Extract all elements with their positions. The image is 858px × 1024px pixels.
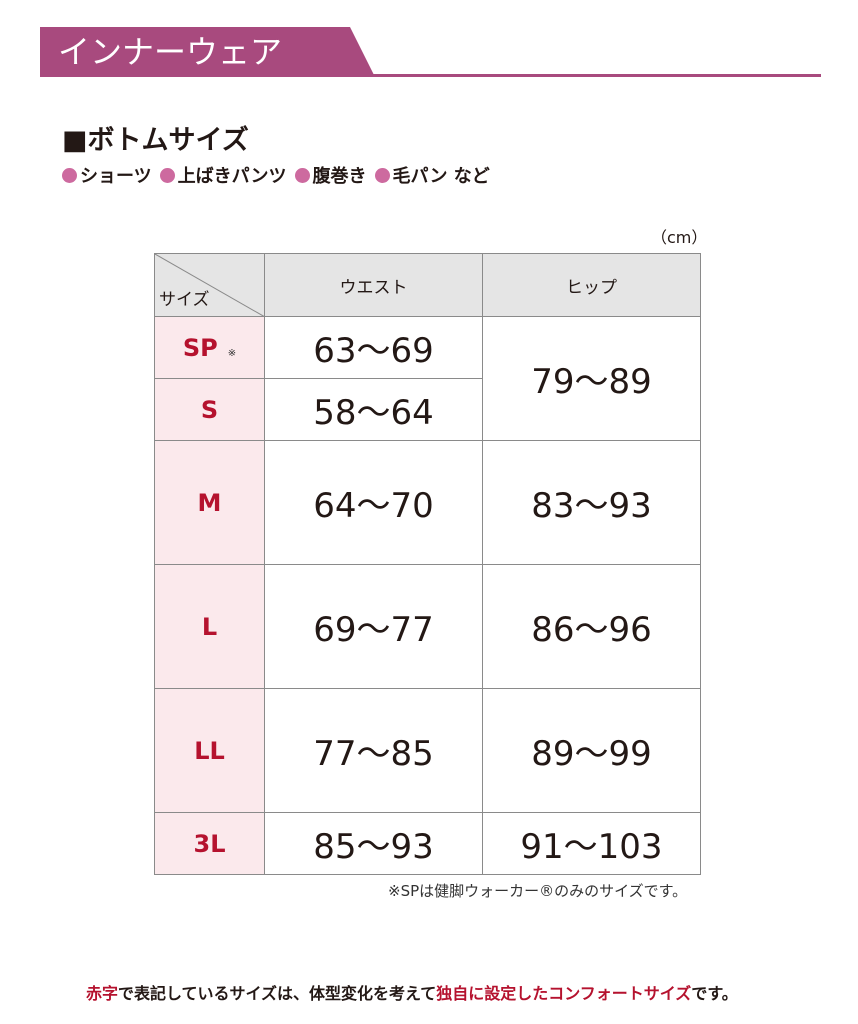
category-item: ショーツ (62, 162, 152, 188)
category-list: ショーツ 上ばきパンツ 腹巻き 毛パン など (62, 162, 490, 188)
unit-label: （cm） (651, 228, 708, 247)
page-title: インナーウェア (58, 33, 283, 71)
size-cell: LL (154, 688, 265, 813)
column-header-hip: ヒップ (482, 253, 701, 317)
title-banner (40, 27, 375, 77)
note-text: です。 (691, 984, 738, 1003)
category-item: 上ばきパンツ (159, 162, 287, 188)
waist-cell: 69〜77 (264, 564, 483, 689)
waist-cell: 58〜64 (264, 378, 483, 441)
note-mark: ※ (227, 348, 237, 359)
title-underline (40, 74, 821, 77)
hip-cell: 86〜96 (482, 564, 701, 689)
size-cell: 3L (154, 812, 265, 875)
category-item: 毛パン など (374, 162, 490, 188)
waist-cell: 85〜93 (264, 812, 483, 875)
note-text: で表記しているサイズは、体型変化を考えて (118, 984, 437, 1003)
column-header-waist: ウエスト (264, 253, 483, 317)
waist-cell: 77〜85 (264, 688, 483, 813)
waist-cell: 63〜69 (264, 316, 483, 379)
bullet-icon (159, 167, 175, 183)
hip-cell: 91〜103 (482, 812, 701, 875)
size-cell: L (154, 564, 265, 689)
category-label: 毛パン など (392, 166, 490, 187)
comfort-size-note: 赤字で表記しているサイズは、体型変化を考えて独自に設定したコンフォートサイズです… (86, 980, 738, 1004)
bullet-icon (374, 167, 390, 183)
waist-cell: 64〜70 (264, 440, 483, 565)
footnote: ※SPは健脚ウォーカー®のみのサイズです。 (388, 882, 688, 900)
corner-label: サイズ (159, 290, 210, 310)
corner-header: サイズ (154, 253, 265, 317)
hip-cell: 89〜99 (482, 688, 701, 813)
section-title: ■ボトムサイズ (62, 125, 249, 156)
red-text: 赤字 (86, 984, 119, 1003)
hip-cell: 79〜89 (482, 316, 701, 441)
size-label: SP (182, 333, 218, 362)
red-text: 独自に設定したコンフォートサイズ (436, 984, 692, 1003)
hip-cell: 83〜93 (482, 440, 701, 565)
size-cell: M (154, 440, 265, 565)
category-label: ショーツ (80, 166, 152, 187)
category-item: 腹巻き (294, 162, 367, 188)
category-label: 腹巻き (312, 166, 367, 187)
diagonal-line (155, 254, 265, 317)
bullet-icon (294, 167, 310, 183)
bullet-icon (62, 167, 77, 183)
size-cell: S (154, 378, 265, 441)
category-label: 上ばきパンツ (177, 166, 287, 187)
size-cell: SP ※ (154, 316, 265, 379)
